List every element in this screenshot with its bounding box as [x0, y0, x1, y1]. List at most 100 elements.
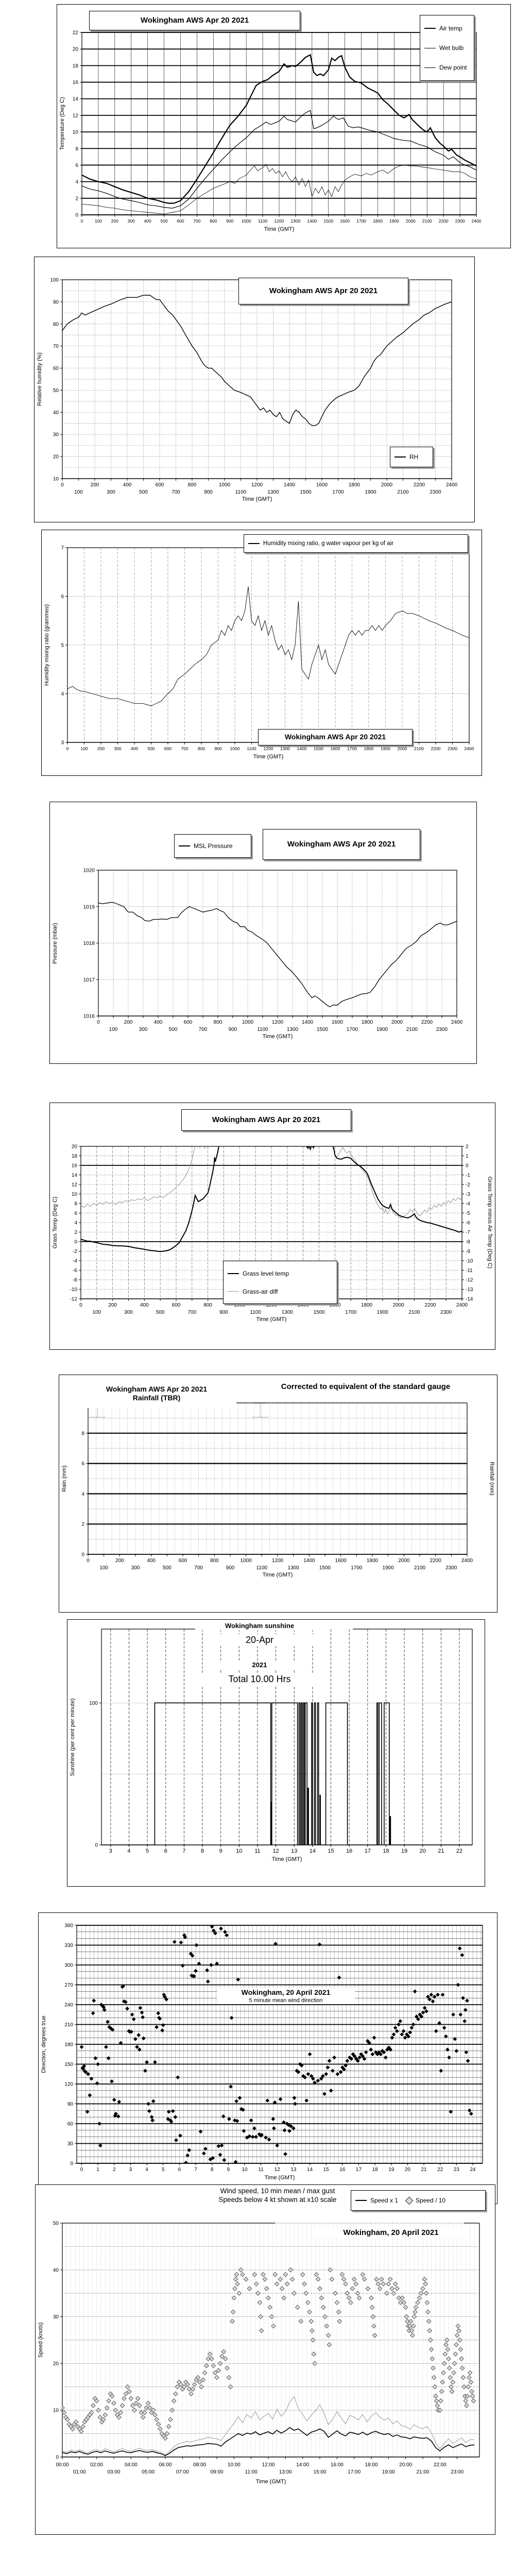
y-tick-label: 0 — [70, 2161, 73, 2167]
x-tick-label: 1300 — [267, 489, 279, 495]
x-tick-label: 1700 — [356, 218, 366, 224]
x-tick-label: 2400 — [461, 1558, 473, 1564]
y2-tick-label: -11 — [466, 1268, 473, 1274]
pressure-legend: MSL Pressure — [174, 834, 251, 858]
x-tick-label: 700 — [181, 746, 188, 751]
x-tick-label: 400 — [147, 1558, 156, 1564]
x-tick-label: 1500 — [300, 489, 312, 495]
wind-direction-x-axis-label: Time (GMT) — [264, 2175, 295, 2181]
x-tick-label: 1200 — [266, 1302, 278, 1308]
x-tick-label: 600 — [172, 1302, 181, 1308]
x-tick-label: 1600 — [331, 746, 340, 751]
x-tick-label: 14 — [307, 2167, 313, 2173]
legend-swatch-dew-point — [424, 67, 436, 68]
x-tick-label: 1900 — [377, 1310, 389, 1315]
y-tick-label: 1016 — [83, 1014, 95, 1020]
legend-swatch-grass-air-diff — [228, 1291, 239, 1292]
x-tick-label: 01:00 — [73, 2469, 86, 2475]
y-tick-label: 10 — [72, 1192, 78, 1197]
mixing-ratio-y-axis-label: Humidity mixing ratio (grammes) — [44, 604, 50, 686]
x-tick-label: 22 — [437, 2167, 443, 2173]
legend-swatch-speed-x-1 — [355, 2200, 367, 2201]
wind-speed-x-axis-label: Time (GMT) — [255, 2479, 286, 2485]
x-tick-label: 2000 — [398, 1558, 410, 1564]
x-tick-label: 1700 — [345, 1310, 357, 1315]
x-tick-label: 1400 — [297, 746, 307, 751]
x-tick-label: 8 — [211, 2167, 214, 2173]
y-tick-label: 2 — [75, 196, 78, 201]
x-tick-label: 1400 — [303, 1558, 315, 1564]
x-tick-label: 400 — [123, 482, 132, 488]
x-tick-label: 400 — [140, 1302, 149, 1308]
grass-temp-x-axis-label: Time (GMT) — [256, 1316, 287, 1323]
y-tick-label: 30 — [67, 2141, 74, 2147]
y-tick-label: 14 — [72, 1173, 78, 1178]
legend-label: Wet bulb — [439, 44, 464, 52]
sunshine-text-3: Total 10.00 Hrs — [195, 1673, 324, 1685]
x-tick-label: 600 — [177, 218, 184, 224]
grass-temp-title-box: Wokingham AWS Apr 20 2021 — [181, 1109, 351, 1131]
y-tick-label: 20 — [53, 454, 59, 460]
y-tick-label: 0 — [75, 213, 78, 218]
wind-speed-text-1: Wokingham, 20 April 2021 — [314, 2228, 468, 2238]
y-tick-label: 8 — [74, 1201, 77, 1207]
x-tick-label: 1200 — [272, 1020, 284, 1025]
x-tick-label: 500 — [156, 1310, 165, 1315]
x-tick-label: 100 — [99, 1565, 108, 1571]
x-tick-label: 300 — [114, 746, 121, 751]
x-tick-label: 500 — [139, 489, 148, 495]
y-tick-label: 50 — [53, 388, 59, 394]
x-tick-label: 2100 — [406, 1027, 418, 1032]
x-tick-label: 700 — [187, 1310, 196, 1315]
x-tick-label: 23:00 — [451, 2469, 464, 2475]
x-tick-label: 1100 — [235, 489, 247, 495]
humidity-legend: RH — [390, 447, 433, 467]
y-tick-label: 150 — [64, 2062, 73, 2067]
y2-tick-label: -8 — [466, 1240, 470, 1245]
y-tick-label: 30 — [53, 2314, 59, 2320]
x-tick-label: 900 — [214, 746, 221, 751]
x-tick-label: 1300 — [290, 218, 300, 224]
y-tick-label: 330 — [64, 1943, 73, 1948]
x-tick-label: 1900 — [389, 218, 399, 224]
x-tick-label: 18 — [383, 1848, 389, 1854]
legend-swatch-grass-level-temp — [228, 1273, 239, 1274]
x-tick-label: 800 — [188, 482, 197, 488]
rainfall-title-box: Wokingham AWS Apr 20 2021 Rainfall (TBR) — [77, 1379, 236, 1408]
x-tick-label: 02:00 — [90, 2462, 103, 2468]
y-tick-label: 18 — [72, 1154, 78, 1159]
series-msl-pressure — [98, 902, 457, 1008]
x-tick-label: 19 — [388, 2167, 394, 2173]
humidity-x-axis-label: Time (GMT) — [242, 496, 272, 502]
x-tick-label: 0 — [79, 1302, 82, 1308]
rainfall-y2-axis-label: Rainfall (mm) — [489, 1462, 495, 1496]
legend-label: MSL Pressure — [194, 842, 233, 850]
x-tick-label: 500 — [169, 1027, 178, 1032]
x-tick-label: 1 — [96, 2167, 99, 2173]
x-tick-label: 1700 — [347, 746, 357, 751]
x-tick-label: 16 — [339, 2167, 346, 2173]
y-tick-label: 6 — [81, 1461, 84, 1467]
x-tick-label: 21:00 — [416, 2469, 429, 2475]
scatter-wind-speed — [62, 2267, 476, 2441]
series-rh — [62, 295, 452, 426]
x-tick-label: 1100 — [247, 746, 256, 751]
x-tick-label: 17 — [365, 1848, 371, 1854]
x-tick-label: 200 — [124, 1020, 133, 1025]
x-tick-label: 20 — [405, 2167, 411, 2173]
x-tick-label: 16 — [346, 1848, 352, 1854]
chart-grass-temp-panel: -12 -10 -8 -6 -4 -2 0 2 4 6 8 10 12 14 16 18 20 -14 -13 -12… — [49, 1103, 495, 1350]
x-tick-label: 900 — [226, 218, 233, 224]
x-tick-label: 900 — [219, 1310, 228, 1315]
x-tick-label: 900 — [204, 489, 213, 495]
y2-tick-label: 2 — [466, 1144, 469, 1150]
y-tick-label: 300 — [64, 1963, 73, 1969]
y-tick-label: 5 — [61, 643, 64, 649]
x-tick-label: 06:00 — [159, 2462, 171, 2468]
x-tick-label: 23 — [454, 2167, 460, 2173]
x-tick-label: 200 — [115, 1558, 124, 1564]
y-tick-label: 1017 — [83, 977, 95, 983]
x-tick-label: 2000 — [381, 482, 393, 488]
y2-tick-label: -5 — [466, 1211, 470, 1216]
